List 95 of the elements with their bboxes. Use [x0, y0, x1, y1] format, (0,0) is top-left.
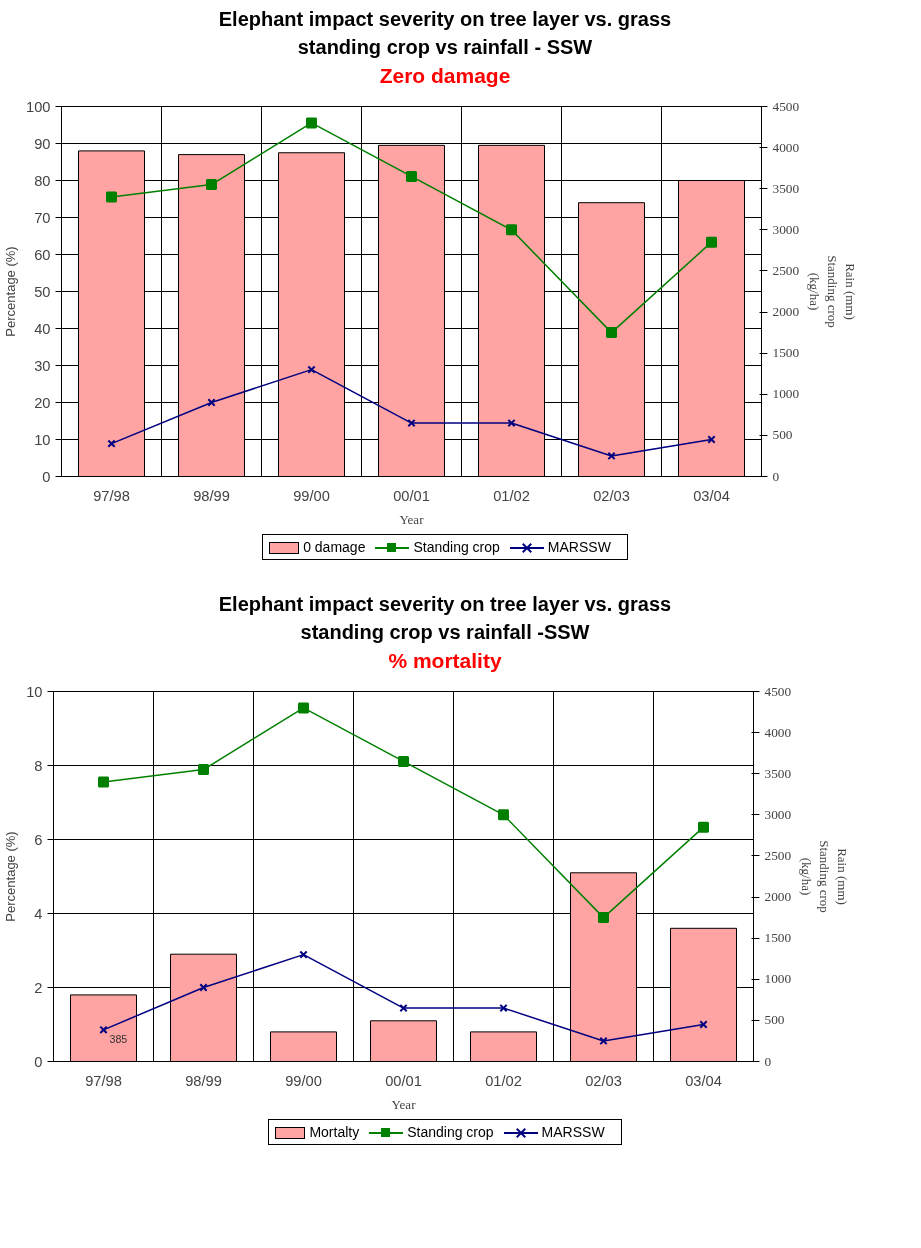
y-tick-label: 2 [34, 979, 43, 996]
x-tick-label: 03/04 [685, 1072, 722, 1089]
y2-tick-label: 0 [764, 1053, 772, 1069]
point [98, 776, 109, 788]
x-tick-label: 97/98 [85, 1072, 122, 1089]
x-tick-label: 98/99 [185, 1072, 222, 1089]
point [606, 327, 617, 339]
y2-tick-label: 4000 [772, 139, 800, 155]
point [299, 950, 308, 959]
annotation: 385 [109, 1032, 128, 1045]
y-axis-title: Percentage (%) [3, 831, 19, 922]
point [206, 179, 217, 191]
point [599, 1036, 608, 1046]
point [707, 435, 716, 444]
legend-label: Mortalty [309, 1124, 360, 1140]
x-tick-label: 03/04 [693, 487, 730, 504]
legend-label: MARSSW [541, 1124, 605, 1140]
point [107, 439, 116, 448]
y-axis-title: Percentage (%) [3, 246, 19, 337]
y2-tick-label: 500 [772, 427, 793, 443]
y2-tick-label: 3000 [772, 221, 800, 237]
point [698, 821, 709, 833]
point [99, 1025, 108, 1035]
y-tick-label: 100 [26, 98, 51, 115]
point [306, 117, 317, 129]
y-tick-label: 20 [34, 394, 51, 411]
point [207, 398, 216, 407]
point [198, 764, 209, 776]
x-tick-label: 02/03 [585, 1072, 622, 1089]
y2-tick-label: 2500 [772, 262, 800, 278]
x-axis-title: Year [399, 511, 425, 527]
point [706, 236, 717, 248]
y2-axis-title: Rain (mm) Standing crop (kg/ha) [807, 255, 859, 328]
point [399, 1003, 408, 1013]
y2-axis-title: Rain (mm) Standing crop (kg/ha) [799, 840, 851, 913]
point [199, 983, 208, 992]
y-tick-label: 0 [42, 468, 51, 485]
point [406, 170, 417, 182]
y-tick-label: 60 [34, 246, 51, 263]
y2-tick-label: 2500 [764, 847, 792, 863]
point [398, 755, 409, 767]
x-tick-label: 00/01 [385, 1072, 422, 1089]
point [499, 1003, 508, 1013]
point [298, 702, 309, 714]
y-tick-label: 0 [34, 1053, 43, 1070]
y-tick-label: 4 [34, 905, 43, 922]
point [507, 418, 516, 428]
y2-tick-label: 4500 [764, 683, 792, 699]
y2-tick-label: 0 [772, 468, 780, 484]
point [506, 224, 517, 236]
x-tick-label: 99/00 [293, 487, 330, 504]
legend-label: MARSSW [547, 539, 611, 555]
point [498, 809, 509, 821]
legend-label: 0 damage [303, 539, 366, 555]
y-tick-label: 8 [34, 757, 43, 774]
point [307, 365, 316, 374]
y2-tick-label: 1000 [772, 386, 800, 402]
y2-tick-label: 1500 [764, 930, 792, 946]
y-tick-label: 40 [34, 320, 51, 337]
y-tick-label: 70 [34, 209, 51, 226]
x-tick-label: 99/00 [285, 1072, 322, 1089]
x-tick-label: 00/01 [393, 487, 430, 504]
x-tick-label: 02/03 [593, 487, 630, 504]
point [699, 1020, 708, 1029]
point [598, 912, 609, 924]
y-tick-label: 10 [34, 431, 51, 448]
y-tick-label: 10 [26, 683, 43, 700]
y2-tick-label: 500 [764, 1012, 785, 1028]
chart-subtitle: % mortality [387, 648, 503, 674]
y-tick-label: 6 [34, 831, 43, 848]
point [106, 191, 117, 203]
y2-tick-label: 2000 [772, 304, 800, 320]
x-tick-label: 01/02 [493, 487, 530, 504]
y-tick-label: 50 [34, 283, 51, 300]
y-tick-label: 80 [34, 172, 51, 189]
x-tick-label: 97/98 [93, 487, 130, 504]
y-tick-label: 30 [34, 357, 51, 374]
y2-tick-label: 4000 [764, 724, 792, 740]
legend-label: Standing crop [407, 1124, 494, 1140]
chart-title: Elephant impact severity on tree layer vs. grass standing crop vs rainfall - SSW [218, 7, 672, 60]
x-tick-label: 98/99 [193, 487, 230, 504]
x-axis-title: Year [391, 1096, 417, 1112]
y2-tick-label: 1000 [764, 971, 792, 987]
y2-tick-label: 3000 [764, 806, 792, 822]
y2-tick-label: 4500 [772, 98, 800, 114]
y2-tick-label: 1500 [772, 345, 800, 361]
y2-tick-label: 2000 [764, 889, 792, 905]
chart-subtitle: Zero damage [378, 63, 512, 89]
y2-tick-label: 3500 [772, 180, 800, 196]
y2-tick-label: 3500 [764, 765, 792, 781]
legend-label: Standing crop [413, 539, 500, 555]
y-tick-label: 90 [34, 135, 51, 152]
chart-title: Elephant impact severity on tree layer vs. grass standing crop vs rainfall -SSW [218, 592, 672, 645]
point [407, 418, 416, 428]
x-tick-label: 01/02 [485, 1072, 522, 1089]
